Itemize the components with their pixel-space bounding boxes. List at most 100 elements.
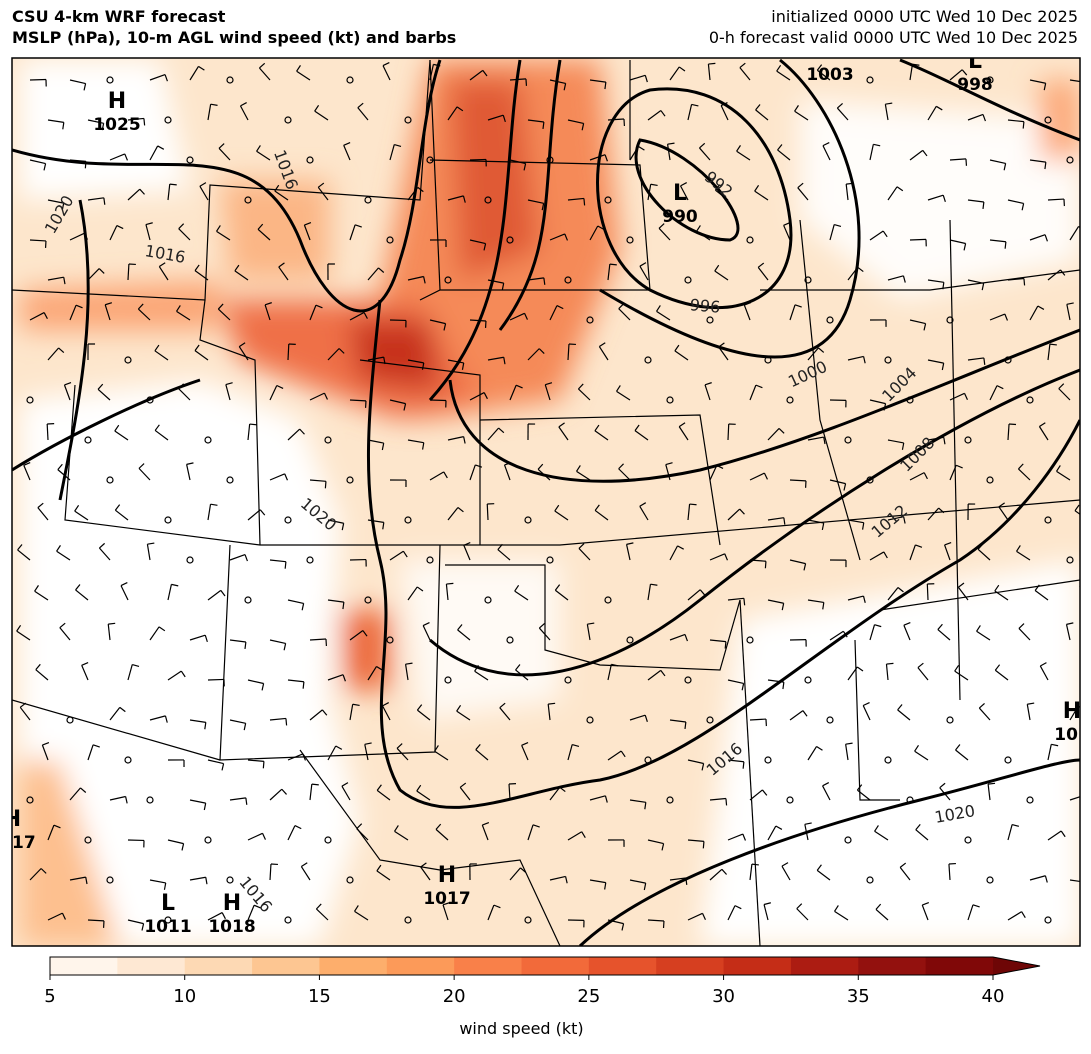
colorbar-segment xyxy=(319,957,387,975)
barb-flag xyxy=(85,161,86,168)
barb-flag xyxy=(1080,343,1086,347)
colorbar-segment xyxy=(858,957,926,975)
colorbar-segment xyxy=(724,957,792,975)
center-letter: H xyxy=(108,89,126,114)
calm-marker xyxy=(1085,837,1091,843)
colorbar-segment xyxy=(791,957,859,975)
barb-flag xyxy=(726,799,727,806)
colorbar: 5 10 15 20 25 30 35 40 wind speed (kt) xyxy=(44,957,1040,1038)
center-value: 998 xyxy=(957,75,993,95)
barb-flag xyxy=(1023,122,1024,129)
title: CSU 4-km WRF forecast xyxy=(12,7,226,26)
init-time: initialized 0000 UTC Wed 10 Dec 2025 xyxy=(771,7,1078,26)
barb-flag xyxy=(725,642,726,649)
center-letter: L xyxy=(161,891,175,916)
barb-flag xyxy=(144,118,145,125)
barb-staff xyxy=(1080,586,1088,600)
barb-staff xyxy=(47,424,48,440)
barb-staff xyxy=(790,480,806,481)
barb-flag xyxy=(886,663,893,664)
barb-flag xyxy=(285,562,286,569)
barb-staff xyxy=(1088,264,1091,280)
barb-flag xyxy=(1085,82,1086,89)
barb-flag xyxy=(752,864,759,865)
barb-staff xyxy=(430,400,446,401)
barb-flag xyxy=(1050,344,1057,345)
barb-flag xyxy=(548,703,555,704)
colorbar-tick-label: 30 xyxy=(712,986,735,1007)
center-letter: H xyxy=(438,863,456,888)
colorbar-segment xyxy=(50,957,118,975)
center-value: 1025 xyxy=(93,115,140,135)
barb-flag xyxy=(446,583,453,584)
barb-staff xyxy=(288,344,289,360)
barb-staff xyxy=(30,79,46,80)
colorbar-segment xyxy=(117,957,185,975)
center-letter: H xyxy=(223,891,241,916)
center-value: 990 xyxy=(662,207,698,227)
colorbar-segment xyxy=(926,957,994,975)
barb-flag xyxy=(690,504,697,505)
colorbar-tick-label: 35 xyxy=(847,986,870,1007)
calm-marker xyxy=(1085,437,1091,443)
colorbar-tick-label: 25 xyxy=(577,986,600,1007)
barb-flag xyxy=(610,264,617,265)
barb-staff xyxy=(1088,664,1090,680)
barb-flag xyxy=(988,783,995,784)
colorbar-label: wind speed (kt) xyxy=(459,1019,583,1038)
colorbar-tick-label: 5 xyxy=(44,986,55,1007)
center-value: 1017 xyxy=(0,833,36,853)
colorbar-tick-label: 10 xyxy=(173,986,196,1007)
barb-flag xyxy=(743,762,744,769)
valid-time: 0-h forecast valid 0000 UTC Wed 10 Dec 2… xyxy=(709,28,1078,47)
barb-flag xyxy=(1005,242,1006,249)
center-value: 1017 xyxy=(423,889,470,909)
barb-flag xyxy=(708,63,715,64)
colorbar-segment xyxy=(252,957,320,975)
barb-flag xyxy=(312,784,319,785)
barb-staff xyxy=(487,504,488,520)
colorbar-segment xyxy=(454,957,522,975)
barb-flag xyxy=(250,424,257,425)
barb-staff xyxy=(470,159,486,160)
barb-staff xyxy=(208,679,224,680)
map: H1025L1003L998L990H1017L1011H1018H1017H1… xyxy=(0,39,1091,946)
barb-flag xyxy=(703,841,704,848)
barb-flag xyxy=(170,184,177,185)
colorbar-extend xyxy=(993,957,1040,975)
center-letter: H xyxy=(1063,699,1081,724)
barb-flag xyxy=(1024,279,1025,286)
barb-flag xyxy=(108,623,115,624)
barb-staff xyxy=(910,239,926,240)
center-letter: L xyxy=(968,49,982,74)
colorbar-tick-label: 40 xyxy=(982,986,1005,1007)
center-value: 101 xyxy=(1054,725,1090,745)
barb-staff xyxy=(728,424,729,440)
colorbar-tick-label: 15 xyxy=(308,986,331,1007)
isobar-label: 996 xyxy=(689,295,721,317)
center-letter: L xyxy=(673,181,687,206)
barb-flag xyxy=(846,183,853,184)
barb-flag xyxy=(325,481,326,488)
barb-flag xyxy=(263,761,264,768)
barb-flag xyxy=(286,718,287,725)
center-value: 1018 xyxy=(208,917,255,937)
colorbar-segment xyxy=(656,957,724,975)
colorbar-segment xyxy=(185,957,253,975)
colorbar-tick-label: 20 xyxy=(443,986,466,1007)
barb-flag xyxy=(744,598,745,605)
barb-staff xyxy=(927,584,928,600)
barb-flag xyxy=(584,198,585,205)
barb-flag xyxy=(765,561,766,568)
barb-flag xyxy=(303,682,304,689)
barb-flag xyxy=(1085,882,1086,889)
colorbar-segment xyxy=(387,957,455,975)
barb-staff xyxy=(1080,346,1088,360)
colorbar-segment xyxy=(589,957,657,975)
colorbar-segment xyxy=(522,957,590,975)
center-value: 1011 xyxy=(144,917,191,937)
center-value: 1003 xyxy=(806,65,853,85)
barb-flag xyxy=(1085,795,1087,802)
